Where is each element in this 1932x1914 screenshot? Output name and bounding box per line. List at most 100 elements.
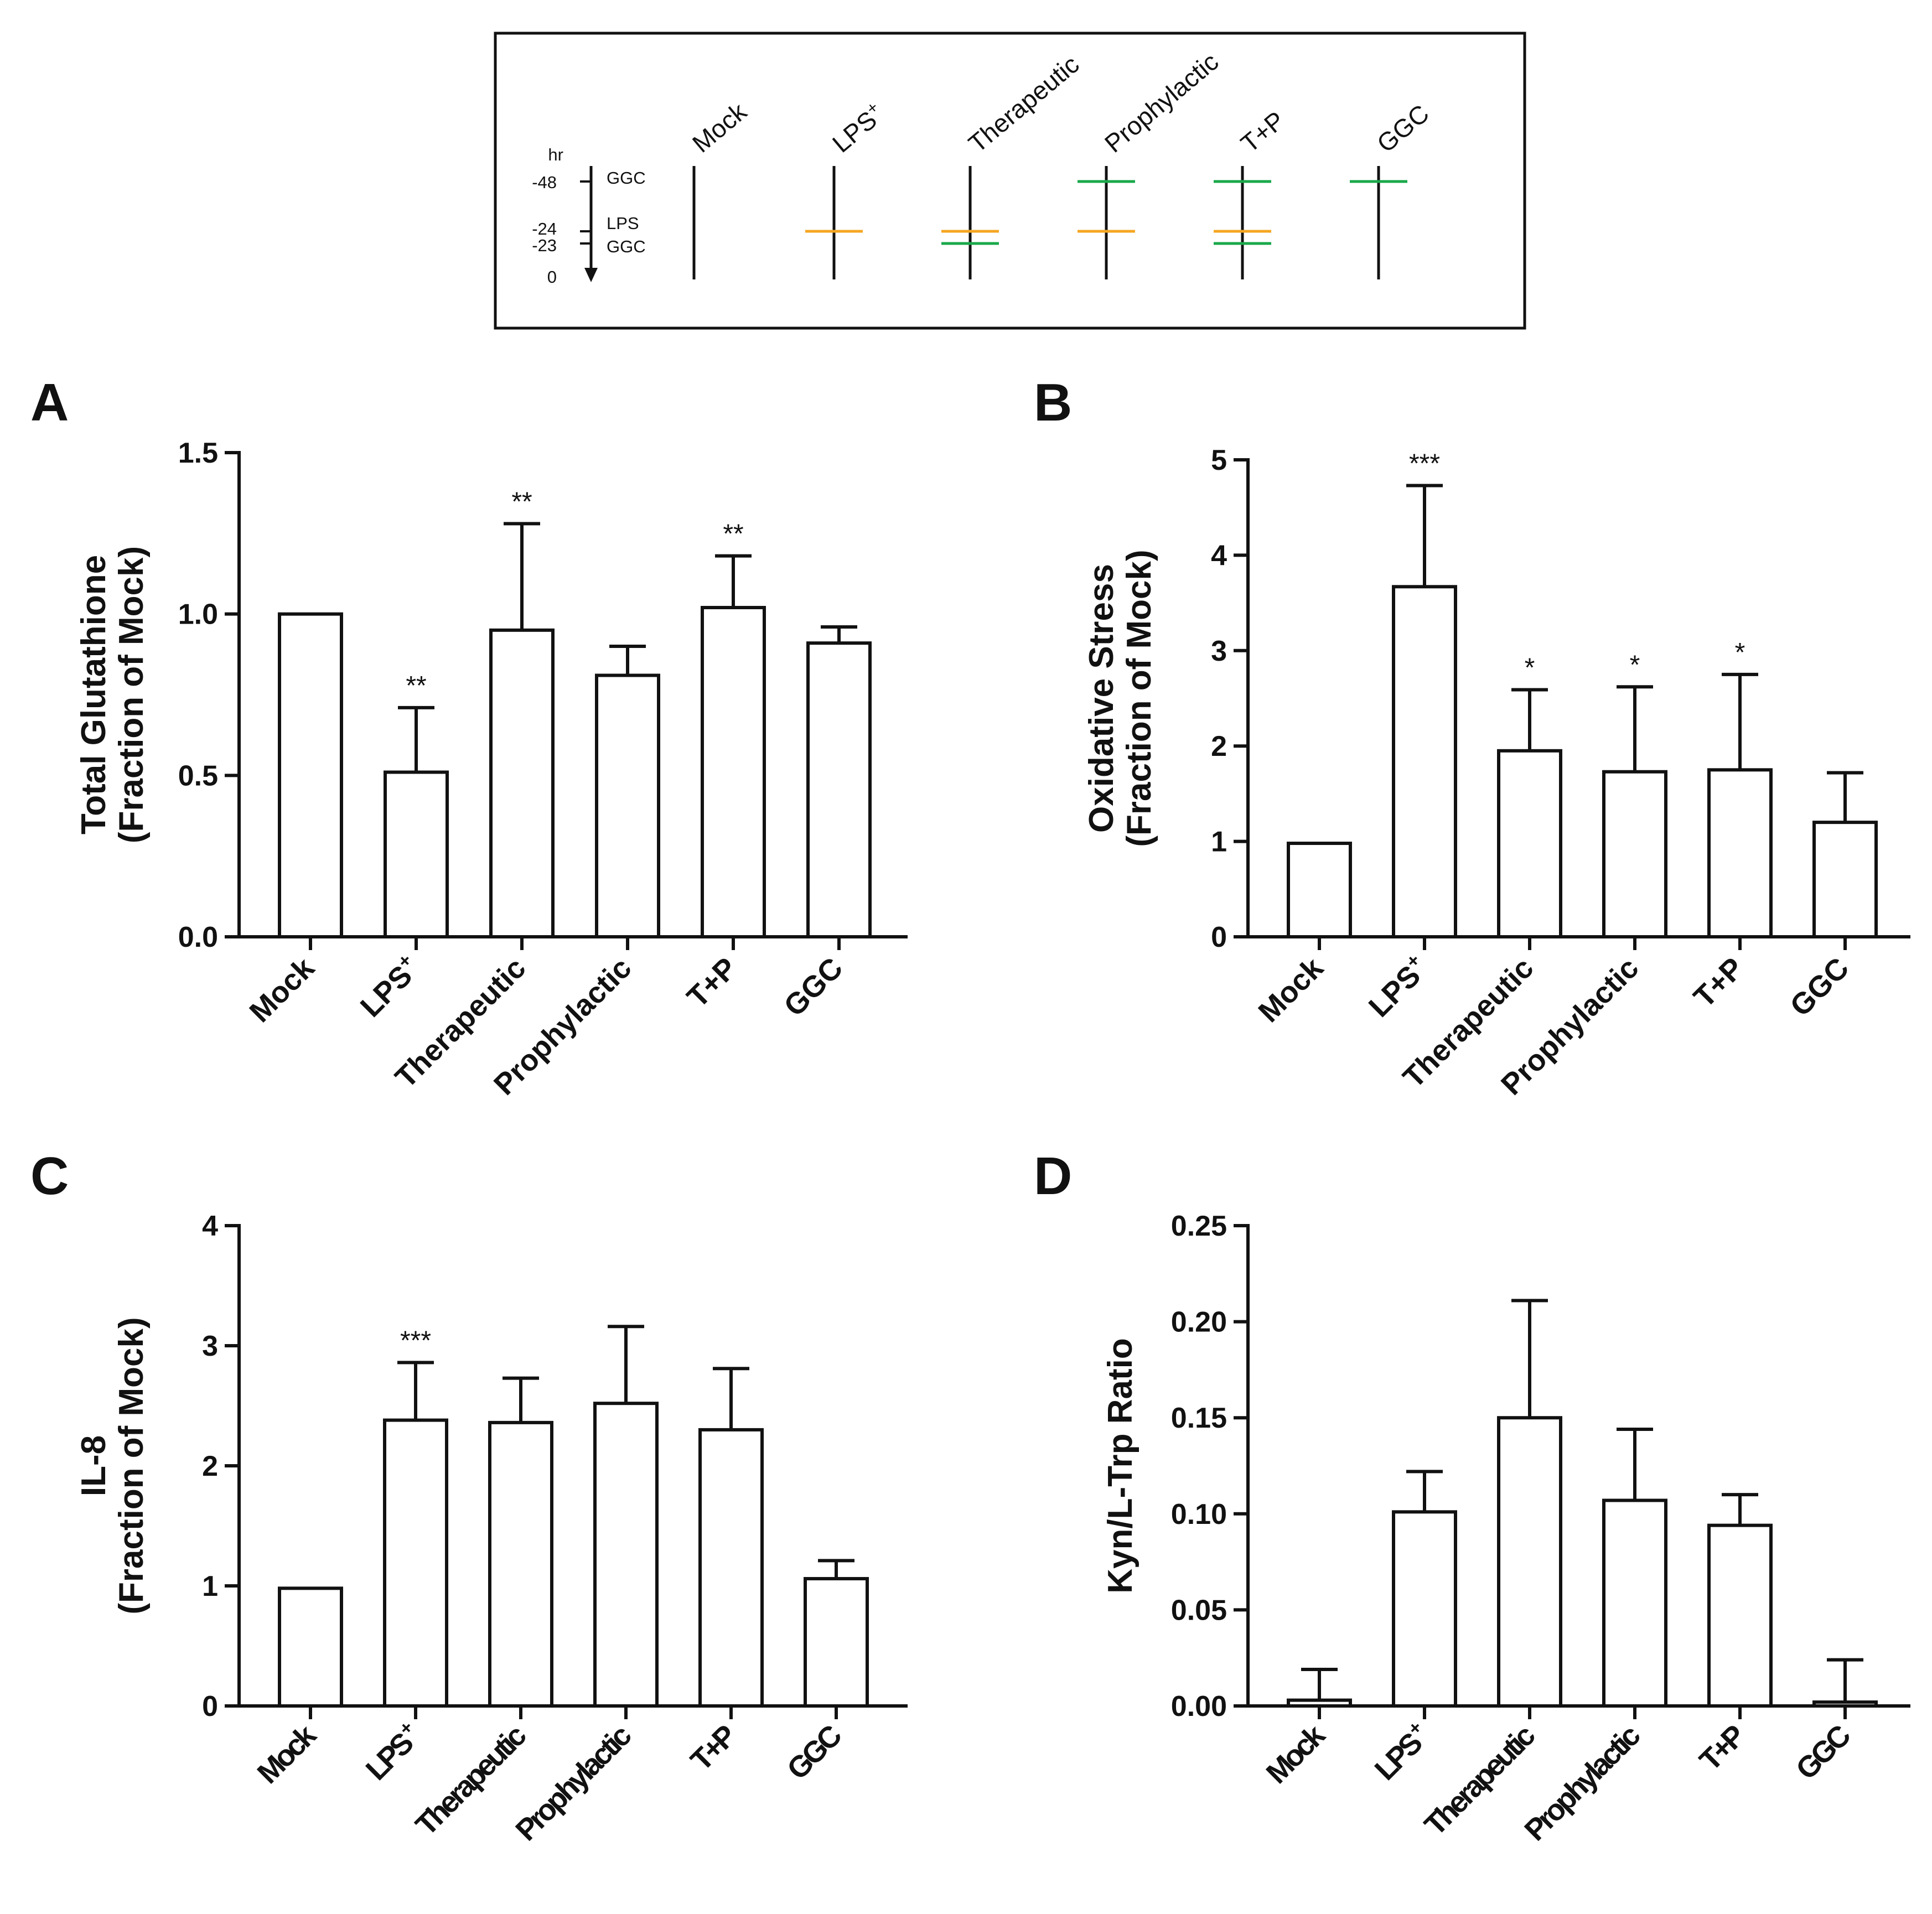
group-header-label: T+P — [1235, 106, 1290, 158]
x-category-name: T+P — [681, 951, 744, 1014]
bar — [488, 1420, 553, 1708]
panel-letter: A — [30, 373, 69, 432]
panel-letter: D — [1034, 1147, 1072, 1206]
x-category-label: LPS+ — [1361, 950, 1435, 1024]
significance-label: *** — [1409, 449, 1440, 479]
y-axis-title-line1: Oxidative Stress — [1082, 564, 1121, 833]
x-category-label: Mock — [1252, 951, 1330, 1029]
timeline-frame — [494, 32, 1526, 330]
y-tick-label: 1 — [202, 1570, 218, 1602]
significance-label: *** — [400, 1326, 431, 1355]
x-category-label: T+P — [681, 951, 744, 1014]
group-header-name: Mock — [687, 97, 752, 158]
bar — [701, 606, 766, 938]
treatment-timeline: hr -48 -24-23 0 GGC LPS GGC Mock LPS+ Therapeutic… — [494, 32, 1526, 330]
y-tick-label: 3 — [202, 1330, 218, 1362]
y-axis-title-line1: Kyn/L-Trp Ratio — [1101, 1338, 1139, 1594]
x-category-name: Mock — [1260, 1718, 1332, 1790]
significance-label: * — [1630, 650, 1640, 680]
y-tick-label: 0.15 — [1171, 1402, 1227, 1434]
bar — [1707, 768, 1773, 939]
y-axis-title-line2: (Fraction of Mock) — [1120, 549, 1158, 847]
x-category-name: GGC — [778, 951, 849, 1023]
y-tick-label: 2 — [202, 1450, 218, 1482]
bar — [595, 673, 660, 938]
event-label: GGC — [607, 168, 646, 188]
y-axis-title-line2: (Fraction of Mock) — [112, 546, 151, 843]
event-label: LPS — [607, 214, 639, 233]
bar — [1812, 821, 1878, 938]
panel-b-oxidative-stress-chart: B Oxidative Stress (Fraction of Mock) 0 1 2 3 4… — [1034, 373, 1910, 1102]
panel-c-il8-chart: C IL-8 (Fraction of Mock) 0 1 2 3 4 Mock *** LPS +… — [30, 1147, 908, 1847]
y-tick-label: 0.0 — [178, 921, 218, 953]
y-tick-label: 0 — [1211, 921, 1227, 953]
bar — [698, 1428, 764, 1708]
x-category-label: GGC — [778, 951, 849, 1023]
significance-label: ** — [723, 520, 743, 549]
bar — [1287, 1698, 1352, 1708]
group-header-label: Therapeutic — [963, 50, 1085, 158]
bar — [1602, 1498, 1667, 1708]
x-category-name: Mock — [1252, 951, 1330, 1029]
y-tick-label: 0.20 — [1171, 1306, 1227, 1339]
group-header-name: Therapeutic — [963, 50, 1085, 158]
group-header-name: T+P — [1235, 106, 1290, 158]
x-category-label: T+P — [1693, 1719, 1752, 1777]
y-tick-label: 4 — [202, 1210, 218, 1242]
bar — [383, 1418, 448, 1708]
x-category-name: GGC — [1784, 951, 1855, 1023]
panel-letter: C — [30, 1147, 69, 1206]
group-header-label: Mock — [687, 97, 752, 158]
bar — [489, 628, 555, 939]
significance-label: * — [1525, 653, 1535, 682]
bar — [1497, 749, 1562, 938]
x-category-label: GGC — [781, 1719, 848, 1786]
y-axis-title-line1: Total Glutathione — [75, 555, 113, 834]
bar — [1287, 842, 1352, 938]
x-category-label: GGC — [1790, 1719, 1857, 1786]
x-category-label: T+P — [1687, 951, 1750, 1014]
y-tick-label: 1.5 — [178, 437, 218, 469]
y-tick-label: 1 — [1211, 826, 1227, 858]
y-tick-label: 0.10 — [1171, 1498, 1227, 1531]
x-category-name: Mock — [243, 951, 321, 1029]
x-category-name: GGC — [1790, 1719, 1857, 1786]
time-label: 0 — [547, 267, 557, 287]
group-header-name: GGC — [1371, 98, 1434, 158]
x-category-label: Prophylactic — [509, 1719, 638, 1847]
y-tick-label: 1.0 — [178, 599, 218, 631]
y-tick-label: 0.25 — [1171, 1210, 1227, 1242]
significance-label: ** — [511, 487, 532, 516]
significance-label: ** — [406, 671, 426, 701]
time-axis-unit: hr — [548, 145, 563, 164]
bar — [1497, 1416, 1562, 1708]
bar — [384, 770, 449, 938]
panel-letter: B — [1034, 373, 1072, 432]
bar — [804, 1576, 869, 1708]
x-category-label: LPS + — [358, 1717, 427, 1786]
bar — [806, 641, 872, 938]
x-category-label: LPS+ — [353, 950, 427, 1024]
x-category-label: Mock — [1260, 1718, 1332, 1790]
time-label: -23 — [532, 236, 557, 255]
panel-a-total-glutathione-chart: A Total Glutathione (Fraction of Mock) 0.0 0… — [30, 373, 908, 1102]
x-category-label: T+P — [685, 1719, 743, 1777]
time-label: -24 — [532, 219, 557, 238]
x-category-name: GGC — [781, 1719, 848, 1786]
group-header-label: LPS+ — [826, 98, 890, 158]
y-axis-title-line1: IL-8 — [75, 1435, 113, 1496]
x-category-name: T+P — [1687, 951, 1750, 1014]
y-tick-label: 4 — [1211, 540, 1227, 572]
x-category-label: LPS + — [1367, 1717, 1436, 1786]
significance-label: * — [1735, 638, 1745, 667]
x-category-name: Prophylactic — [509, 1719, 638, 1847]
time-label: -48 — [532, 173, 557, 192]
group-header-label: Prophylactic — [1099, 47, 1224, 158]
group-header-label: GGC — [1371, 98, 1434, 158]
y-tick-label: 0.00 — [1171, 1690, 1227, 1723]
x-category-label: Prophylactic — [1518, 1719, 1646, 1847]
bar — [278, 1586, 343, 1708]
bar — [278, 612, 343, 938]
y-tick-label: 3 — [1211, 635, 1227, 667]
